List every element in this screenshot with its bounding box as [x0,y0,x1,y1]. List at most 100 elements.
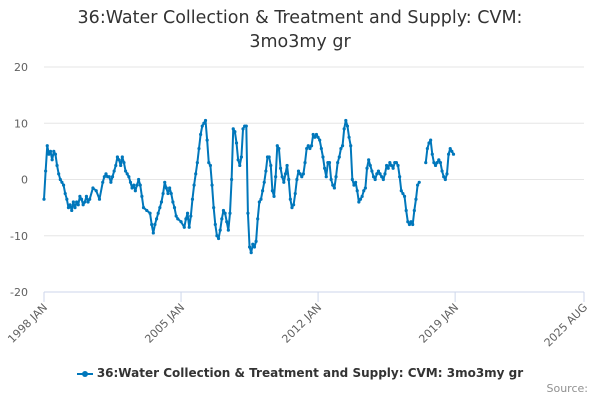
data-point[interactable] [380,175,384,179]
data-point[interactable] [293,191,297,196]
data-point[interactable] [425,146,429,151]
data-point[interactable] [354,180,358,184]
data-point[interactable] [429,138,433,142]
data-point[interactable] [104,172,108,176]
data-point[interactable] [283,172,288,176]
data-point[interactable] [233,130,237,134]
data-point[interactable] [115,155,120,159]
data-point[interactable] [313,135,317,139]
data-point[interactable] [63,191,67,196]
data-point[interactable] [334,175,338,179]
data-point[interactable] [362,189,366,193]
data-point[interactable] [205,138,209,142]
data-point[interactable] [282,180,286,184]
data-point[interactable] [231,127,235,131]
data-point[interactable] [79,197,84,201]
data-point[interactable] [135,183,139,187]
data-point[interactable] [277,146,281,151]
data-point[interactable] [140,194,144,198]
data-point[interactable] [280,175,284,179]
data-point[interactable] [216,236,221,241]
data-point[interactable] [345,124,350,128]
data-point[interactable] [174,214,178,218]
data-point[interactable] [375,172,379,176]
data-point[interactable] [344,118,348,123]
data-point[interactable] [68,203,72,207]
data-point[interactable] [239,155,243,159]
data-point[interactable] [329,177,333,182]
data-point[interactable] [122,161,126,165]
data-point[interactable] [295,177,299,182]
data-point[interactable] [168,186,172,190]
data-point[interactable] [225,220,229,224]
data-point[interactable] [324,175,328,179]
data-point[interactable] [238,163,242,168]
data-point[interactable] [402,194,407,198]
data-point[interactable] [261,189,265,193]
data-point[interactable] [145,208,149,213]
data-point[interactable] [411,222,415,227]
data-point[interactable] [212,206,216,210]
data-point[interactable] [386,166,390,170]
data-point[interactable] [352,183,356,187]
data-point[interactable] [288,197,292,201]
data-point[interactable] [446,152,451,156]
data-point[interactable] [132,183,136,187]
data-point[interactable] [44,169,48,173]
data-point[interactable] [448,146,452,151]
data-point[interactable] [60,180,64,184]
data-point[interactable] [336,161,340,165]
data-point[interactable] [246,211,250,215]
data-point[interactable] [373,177,377,182]
data-point[interactable] [117,158,121,162]
data-point[interactable] [309,144,314,148]
data-point[interactable] [94,189,98,193]
data-point[interactable] [50,158,54,162]
data-point[interactable] [215,234,219,238]
data-point[interactable] [247,245,252,249]
data-point[interactable] [203,118,208,123]
data-point[interactable] [264,169,268,173]
data-point[interactable] [274,175,278,179]
data-point[interactable] [65,197,69,201]
data-point[interactable] [172,206,177,210]
data-point[interactable] [388,161,392,165]
data-point[interactable] [272,194,276,198]
data-point[interactable] [185,211,190,215]
data-point[interactable] [371,175,376,179]
data-point[interactable] [445,172,449,176]
data-point[interactable] [349,144,353,148]
data-point[interactable] [319,146,323,151]
data-point[interactable] [287,177,291,182]
data-point[interactable] [270,189,274,193]
data-point[interactable] [125,172,129,176]
data-point[interactable] [57,172,61,176]
data-point[interactable] [305,146,309,151]
data-point[interactable] [318,138,322,142]
data-point[interactable] [123,169,128,173]
data-point[interactable] [367,158,371,162]
data-point[interactable] [347,135,351,139]
data-point[interactable] [70,208,74,213]
data-point[interactable] [71,200,75,204]
data-point[interactable] [350,177,354,182]
data-point[interactable] [306,144,310,148]
data-point[interactable] [156,211,160,215]
data-point[interactable] [406,220,410,224]
data-point[interactable] [138,183,142,187]
data-point[interactable] [244,124,248,128]
data-point[interactable] [158,206,162,210]
data-point[interactable] [110,175,115,179]
data-point[interactable] [365,166,369,170]
data-point[interactable] [218,228,222,232]
data-point[interactable] [182,225,186,229]
data-point[interactable] [257,200,261,204]
data-point[interactable] [163,180,167,184]
data-point[interactable] [220,217,224,221]
data-point[interactable] [148,211,152,215]
data-point[interactable] [357,200,361,204]
data-point[interactable] [370,169,374,173]
data-point[interactable] [127,175,131,179]
data-point[interactable] [42,197,46,201]
data-point[interactable] [443,177,447,182]
